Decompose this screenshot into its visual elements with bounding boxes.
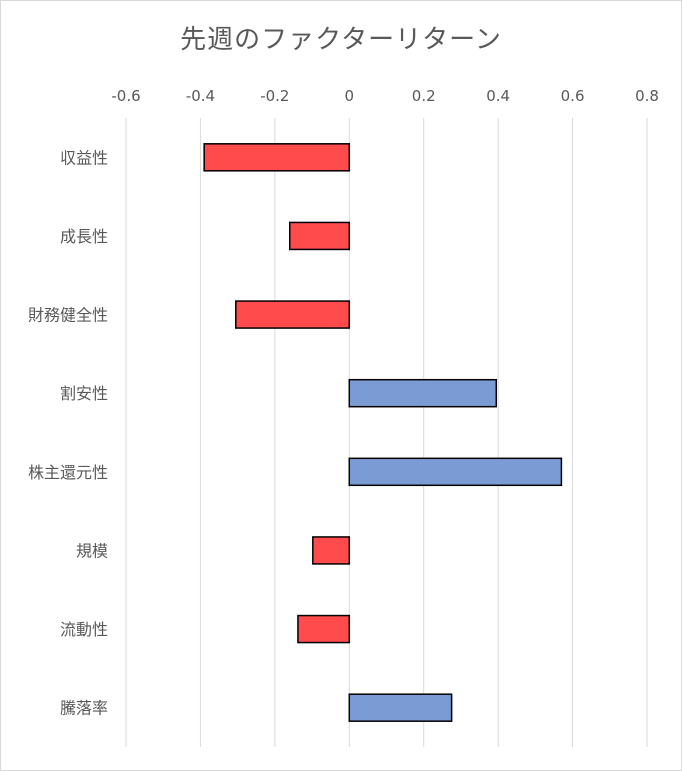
x-tick-label: 0.2 xyxy=(412,87,436,105)
x-tick-label: -0.6 xyxy=(111,87,140,105)
category-label: 規模 xyxy=(76,541,108,560)
category-label: 流動性 xyxy=(60,620,108,639)
bar xyxy=(312,536,351,565)
x-tick-label: -0.4 xyxy=(186,87,215,105)
chart-title: 先週のファクターリターン xyxy=(180,25,502,55)
x-tick-label: 0.4 xyxy=(486,87,510,105)
bar xyxy=(288,221,351,251)
bar xyxy=(297,614,351,644)
x-tick-labels: -0.6 -0.4 -0.2 0 0.2 0.4 0.6 0.8 xyxy=(111,87,659,105)
x-tick-label: -0.2 xyxy=(260,87,289,105)
bar xyxy=(235,300,351,329)
x-tick-label: 0 xyxy=(345,87,355,105)
category-label: 収益性 xyxy=(60,148,108,167)
category-label: 株主還元性 xyxy=(28,463,108,482)
category-label: 騰落率 xyxy=(60,699,108,718)
category-label: 財務健全性 xyxy=(28,306,108,325)
gridlines xyxy=(125,118,648,747)
x-tick-label: 0.6 xyxy=(561,87,585,105)
category-label: 割安性 xyxy=(60,384,108,403)
x-tick-label: 0.8 xyxy=(635,87,659,105)
bar xyxy=(348,378,498,408)
category-label: 成長性 xyxy=(60,227,108,246)
bar xyxy=(203,143,351,172)
bar xyxy=(348,693,453,722)
bars xyxy=(203,143,563,722)
bar xyxy=(348,457,563,487)
